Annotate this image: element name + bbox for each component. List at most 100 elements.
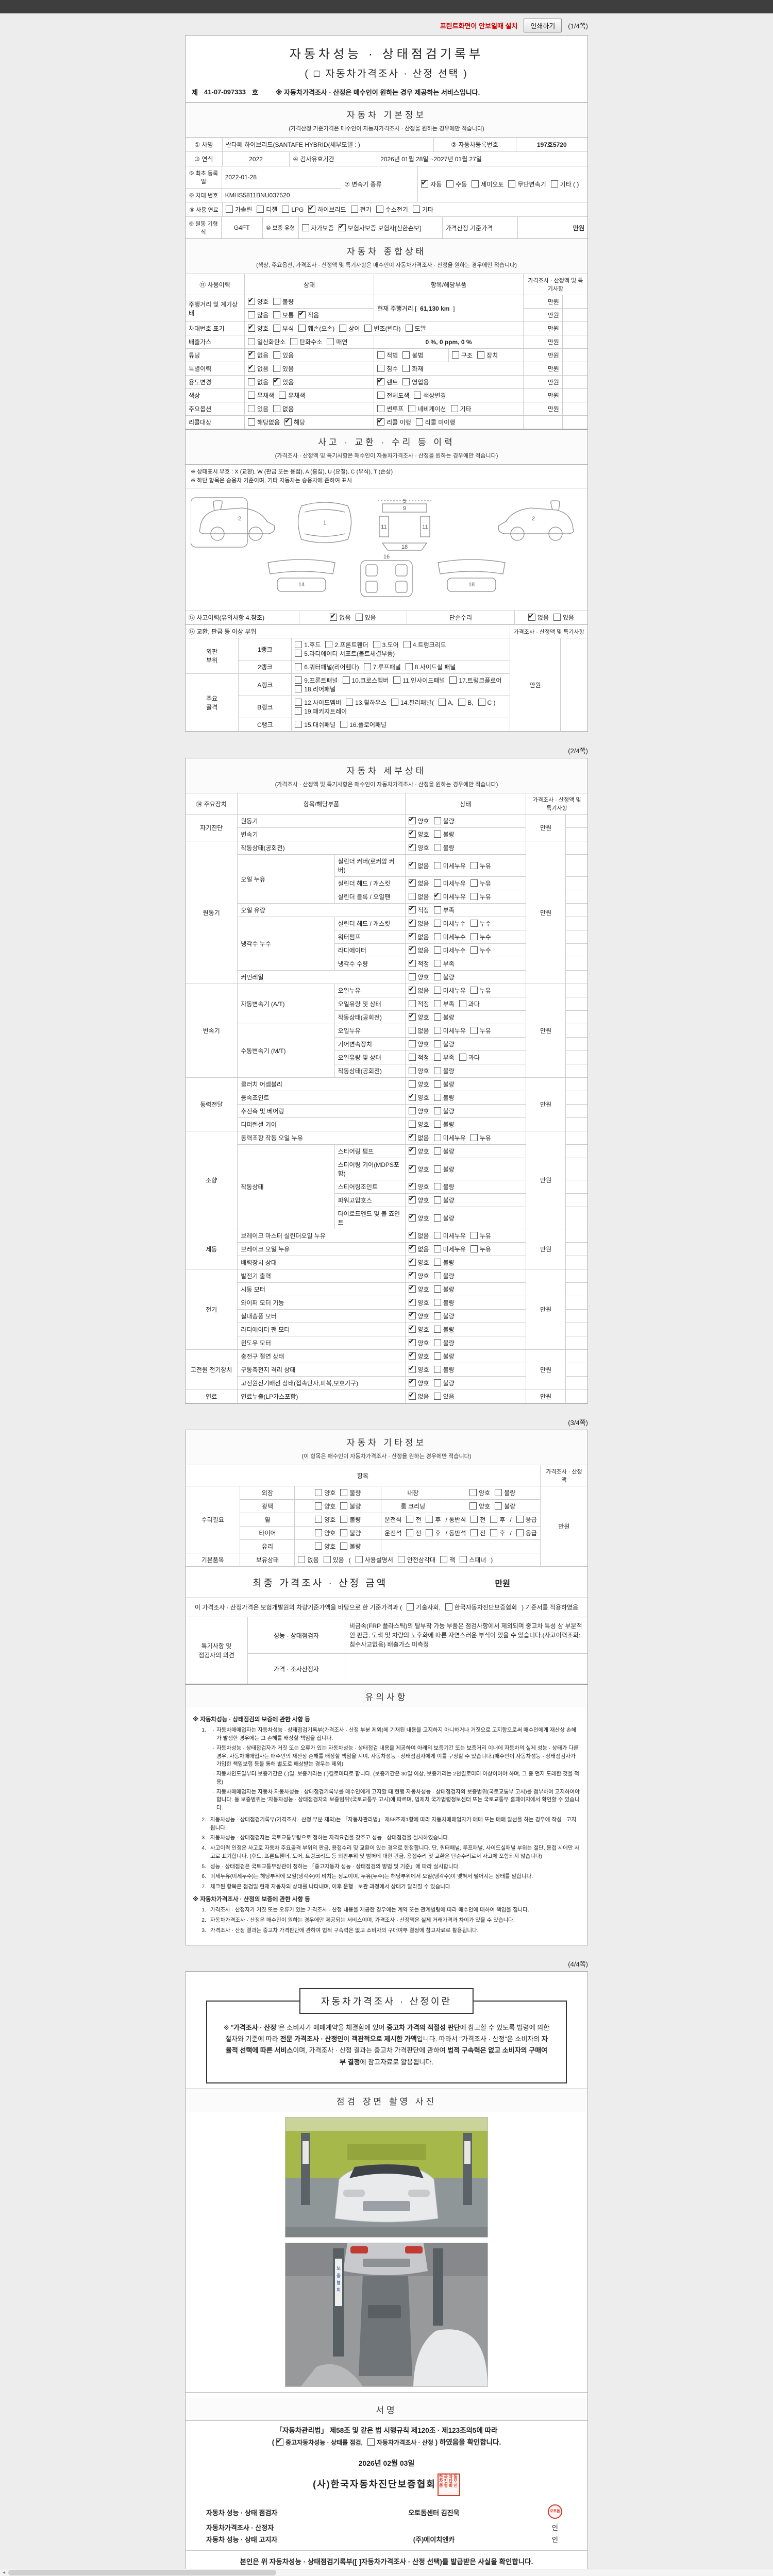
checkbox[interactable] — [290, 338, 298, 345]
checkbox[interactable] — [433, 1165, 441, 1173]
checkbox[interactable] — [470, 1134, 478, 1141]
checkbox[interactable] — [377, 377, 385, 385]
scrollbar-thumb[interactable] — [8, 2570, 276, 2575]
checkbox[interactable] — [402, 365, 410, 372]
checkbox[interactable] — [340, 1489, 348, 1496]
checkbox[interactable] — [469, 1489, 477, 1496]
checkbox[interactable] — [247, 378, 255, 385]
checkbox[interactable] — [408, 973, 416, 980]
checkbox[interactable] — [470, 1529, 478, 1536]
checkbox[interactable] — [340, 1543, 348, 1550]
checkbox[interactable] — [449, 676, 457, 684]
checkbox[interactable] — [315, 1516, 323, 1523]
checkbox[interactable] — [408, 816, 416, 824]
checkbox[interactable] — [452, 351, 460, 359]
checkbox[interactable] — [273, 365, 281, 372]
checkbox[interactable] — [433, 960, 441, 967]
checkbox[interactable] — [408, 985, 416, 994]
checkbox[interactable] — [408, 945, 416, 954]
checkbox[interactable] — [415, 418, 423, 426]
checkbox[interactable] — [433, 973, 441, 980]
checkbox[interactable] — [433, 1183, 441, 1190]
checkbox[interactable] — [478, 699, 485, 706]
checkbox[interactable] — [433, 1339, 441, 1346]
checkbox[interactable] — [433, 1196, 441, 1204]
checkbox[interactable] — [408, 1270, 416, 1279]
checkbox[interactable] — [433, 1272, 441, 1279]
checkbox[interactable] — [470, 933, 478, 940]
checkbox[interactable] — [408, 1027, 416, 1034]
checkbox[interactable] — [408, 1284, 416, 1293]
checkbox[interactable] — [433, 1232, 441, 1239]
checkbox[interactable] — [528, 612, 535, 621]
checkbox[interactable] — [373, 641, 380, 648]
checkbox[interactable] — [408, 1378, 416, 1386]
checkbox[interactable] — [295, 641, 303, 648]
checkbox[interactable] — [433, 1134, 441, 1141]
checkbox[interactable] — [433, 1379, 441, 1386]
checkbox[interactable] — [408, 1391, 416, 1400]
checkbox[interactable] — [433, 1393, 441, 1400]
checkbox[interactable] — [408, 1164, 416, 1173]
checkbox[interactable] — [340, 1529, 348, 1536]
checkbox[interactable] — [273, 298, 281, 305]
checkbox[interactable] — [458, 699, 466, 706]
checkbox[interactable] — [433, 1299, 441, 1306]
checkbox[interactable] — [408, 1364, 416, 1373]
checkbox[interactable] — [295, 721, 303, 728]
checkbox[interactable] — [470, 987, 478, 994]
scroll-left-arrow-icon[interactable]: ◄ — [0, 2569, 8, 2576]
checkbox[interactable] — [408, 1080, 416, 1088]
checkbox[interactable] — [433, 1107, 441, 1114]
checkbox[interactable] — [327, 338, 334, 345]
checkbox[interactable] — [508, 180, 516, 188]
checkbox[interactable] — [490, 1516, 498, 1523]
checkbox[interactable] — [408, 1067, 416, 1074]
checkbox[interactable] — [247, 296, 255, 305]
checkbox[interactable] — [273, 325, 281, 332]
checkbox[interactable] — [433, 1080, 441, 1088]
checkbox[interactable] — [276, 2437, 284, 2446]
checkbox[interactable] — [282, 206, 290, 213]
checkbox[interactable] — [408, 893, 416, 900]
checkbox[interactable] — [490, 1529, 498, 1536]
checkbox[interactable] — [364, 325, 372, 332]
checkbox[interactable] — [284, 417, 292, 426]
checkbox[interactable] — [315, 1543, 323, 1550]
checkbox[interactable] — [433, 1366, 441, 1373]
checkbox[interactable] — [298, 325, 306, 332]
checkbox[interactable] — [470, 1245, 478, 1252]
checkbox[interactable] — [247, 418, 255, 426]
checkbox[interactable] — [469, 1502, 477, 1510]
checkbox[interactable] — [421, 179, 429, 188]
checkbox[interactable] — [408, 1213, 416, 1222]
checkbox[interactable] — [350, 206, 358, 213]
checkbox[interactable] — [377, 365, 385, 372]
checkbox[interactable] — [470, 1027, 478, 1034]
checkbox[interactable] — [391, 699, 399, 706]
checkbox[interactable] — [247, 338, 255, 345]
checkbox[interactable] — [342, 676, 350, 684]
checkbox[interactable] — [295, 707, 303, 715]
checkbox[interactable] — [408, 405, 416, 412]
checkbox[interactable] — [346, 699, 354, 706]
checkbox[interactable] — [408, 1121, 416, 1128]
print-install-link[interactable]: 프린트화면이 안보일때 설치 — [440, 22, 518, 30]
checkbox[interactable] — [433, 1147, 441, 1155]
checkbox[interactable] — [408, 931, 416, 940]
checkbox[interactable] — [363, 663, 371, 670]
checkbox[interactable] — [433, 1326, 441, 1333]
checkbox[interactable] — [247, 363, 255, 372]
checkbox[interactable] — [315, 1502, 323, 1510]
checkbox[interactable] — [470, 861, 478, 869]
checkbox[interactable] — [433, 1214, 441, 1222]
checkbox[interactable] — [433, 1245, 441, 1252]
checkbox[interactable] — [406, 1516, 414, 1523]
checkbox[interactable] — [247, 311, 255, 318]
checkbox[interactable] — [402, 378, 410, 385]
checkbox[interactable] — [279, 392, 287, 399]
checkbox[interactable] — [412, 206, 420, 213]
checkbox[interactable] — [405, 663, 413, 670]
checkbox[interactable] — [295, 663, 303, 670]
checkbox[interactable] — [273, 377, 281, 385]
